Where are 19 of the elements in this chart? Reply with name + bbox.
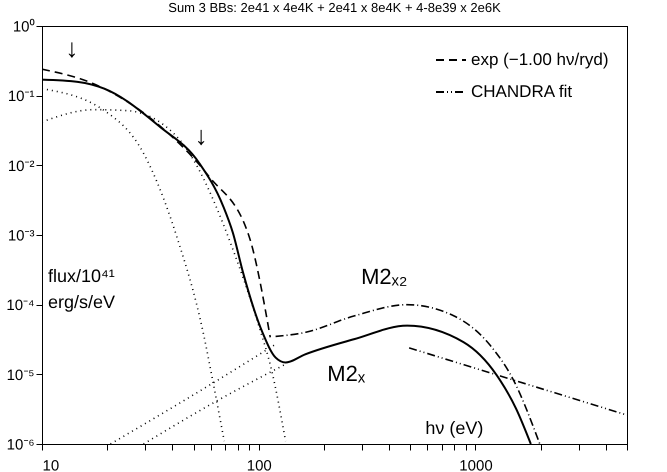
y-tick-label: 10⁻⁴ bbox=[6, 297, 34, 314]
legend-label: exp (−1.00 hν/ryd) bbox=[471, 50, 608, 69]
y-tick-label: 10⁻¹ bbox=[8, 88, 34, 106]
annotation: M2ₓ bbox=[327, 361, 366, 386]
x-tick-label: 1000 bbox=[459, 458, 493, 472]
x-axis-title: hν (eV) bbox=[425, 418, 484, 438]
chart-title: Sum 3 BBs: 2e41 x 4e4K + 2e41 x 8e4K + 4-8e39 x 2e6K bbox=[168, 0, 502, 15]
annotation: ↓ bbox=[65, 32, 78, 63]
y-axis-title: flux/10⁴¹ erg/s/eV bbox=[48, 266, 116, 312]
y-tick-label: 10⁰ bbox=[12, 18, 34, 36]
y-tick-label: 10⁻³ bbox=[8, 228, 34, 244]
y-tick-label: 10⁻⁵ bbox=[6, 366, 34, 384]
annotation: M2ₓ₂ bbox=[361, 264, 408, 289]
x-tick-label: 100 bbox=[246, 458, 272, 472]
annotation: ↓ bbox=[194, 120, 208, 150]
y-tick-label: 10⁻² bbox=[8, 158, 34, 175]
y-tick-label: 10⁻⁶ bbox=[6, 436, 34, 454]
x-tick-label: 10 bbox=[42, 458, 60, 472]
legend-label: CHANDRA fit bbox=[471, 82, 572, 101]
